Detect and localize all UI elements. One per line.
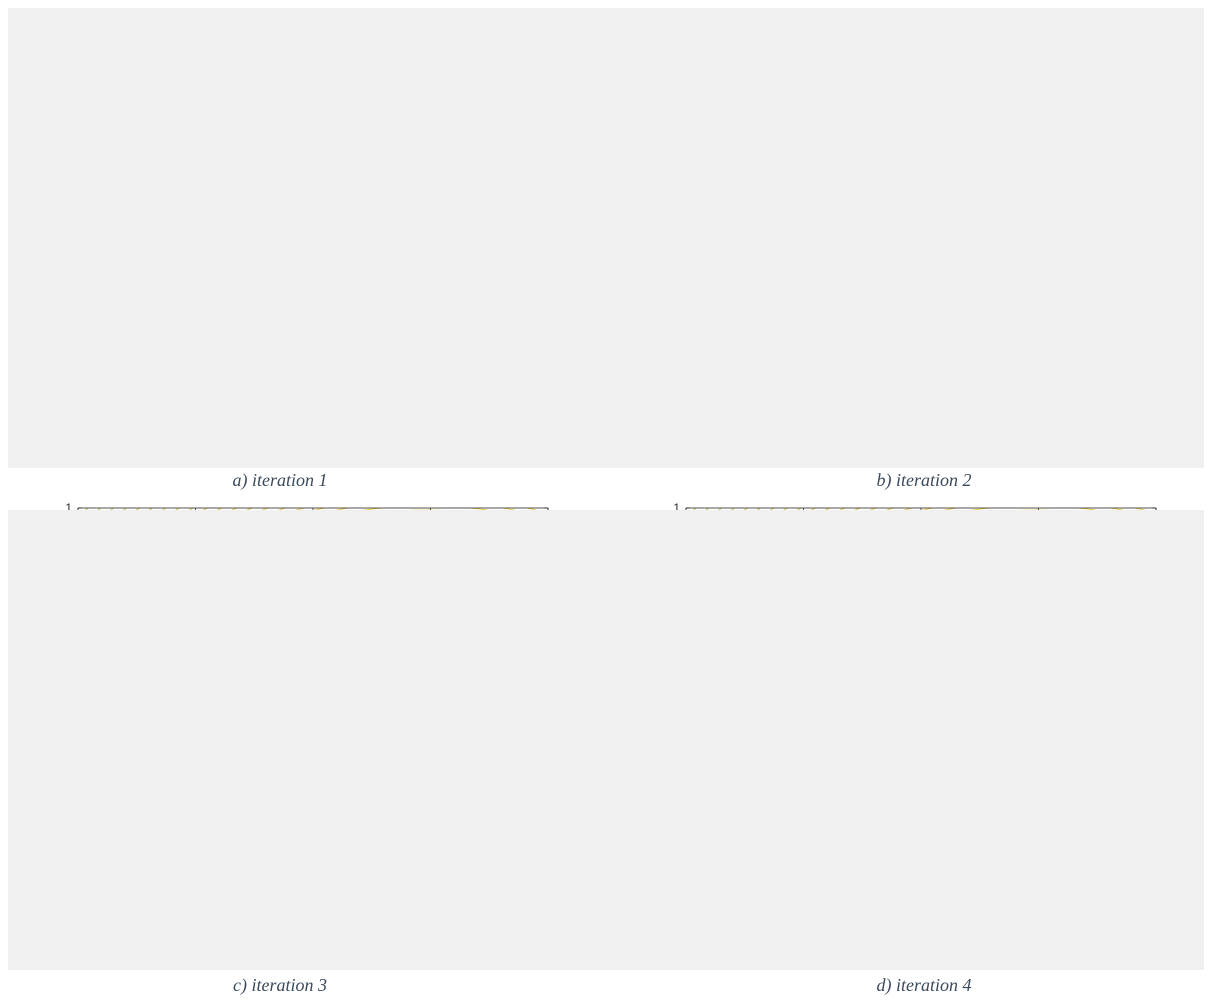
chart-panel-a xyxy=(8,8,1204,468)
caption-a: a) iteration 1 xyxy=(232,470,328,490)
y-tick-label: 1 xyxy=(673,501,680,515)
y-tick-label: 1 xyxy=(65,501,72,515)
caption-d: d) iteration 4 xyxy=(876,975,972,995)
caption-c: c) iteration 3 xyxy=(233,975,327,995)
caption-b: b) iteration 2 xyxy=(876,470,972,490)
chart-panel-c xyxy=(8,510,1204,970)
